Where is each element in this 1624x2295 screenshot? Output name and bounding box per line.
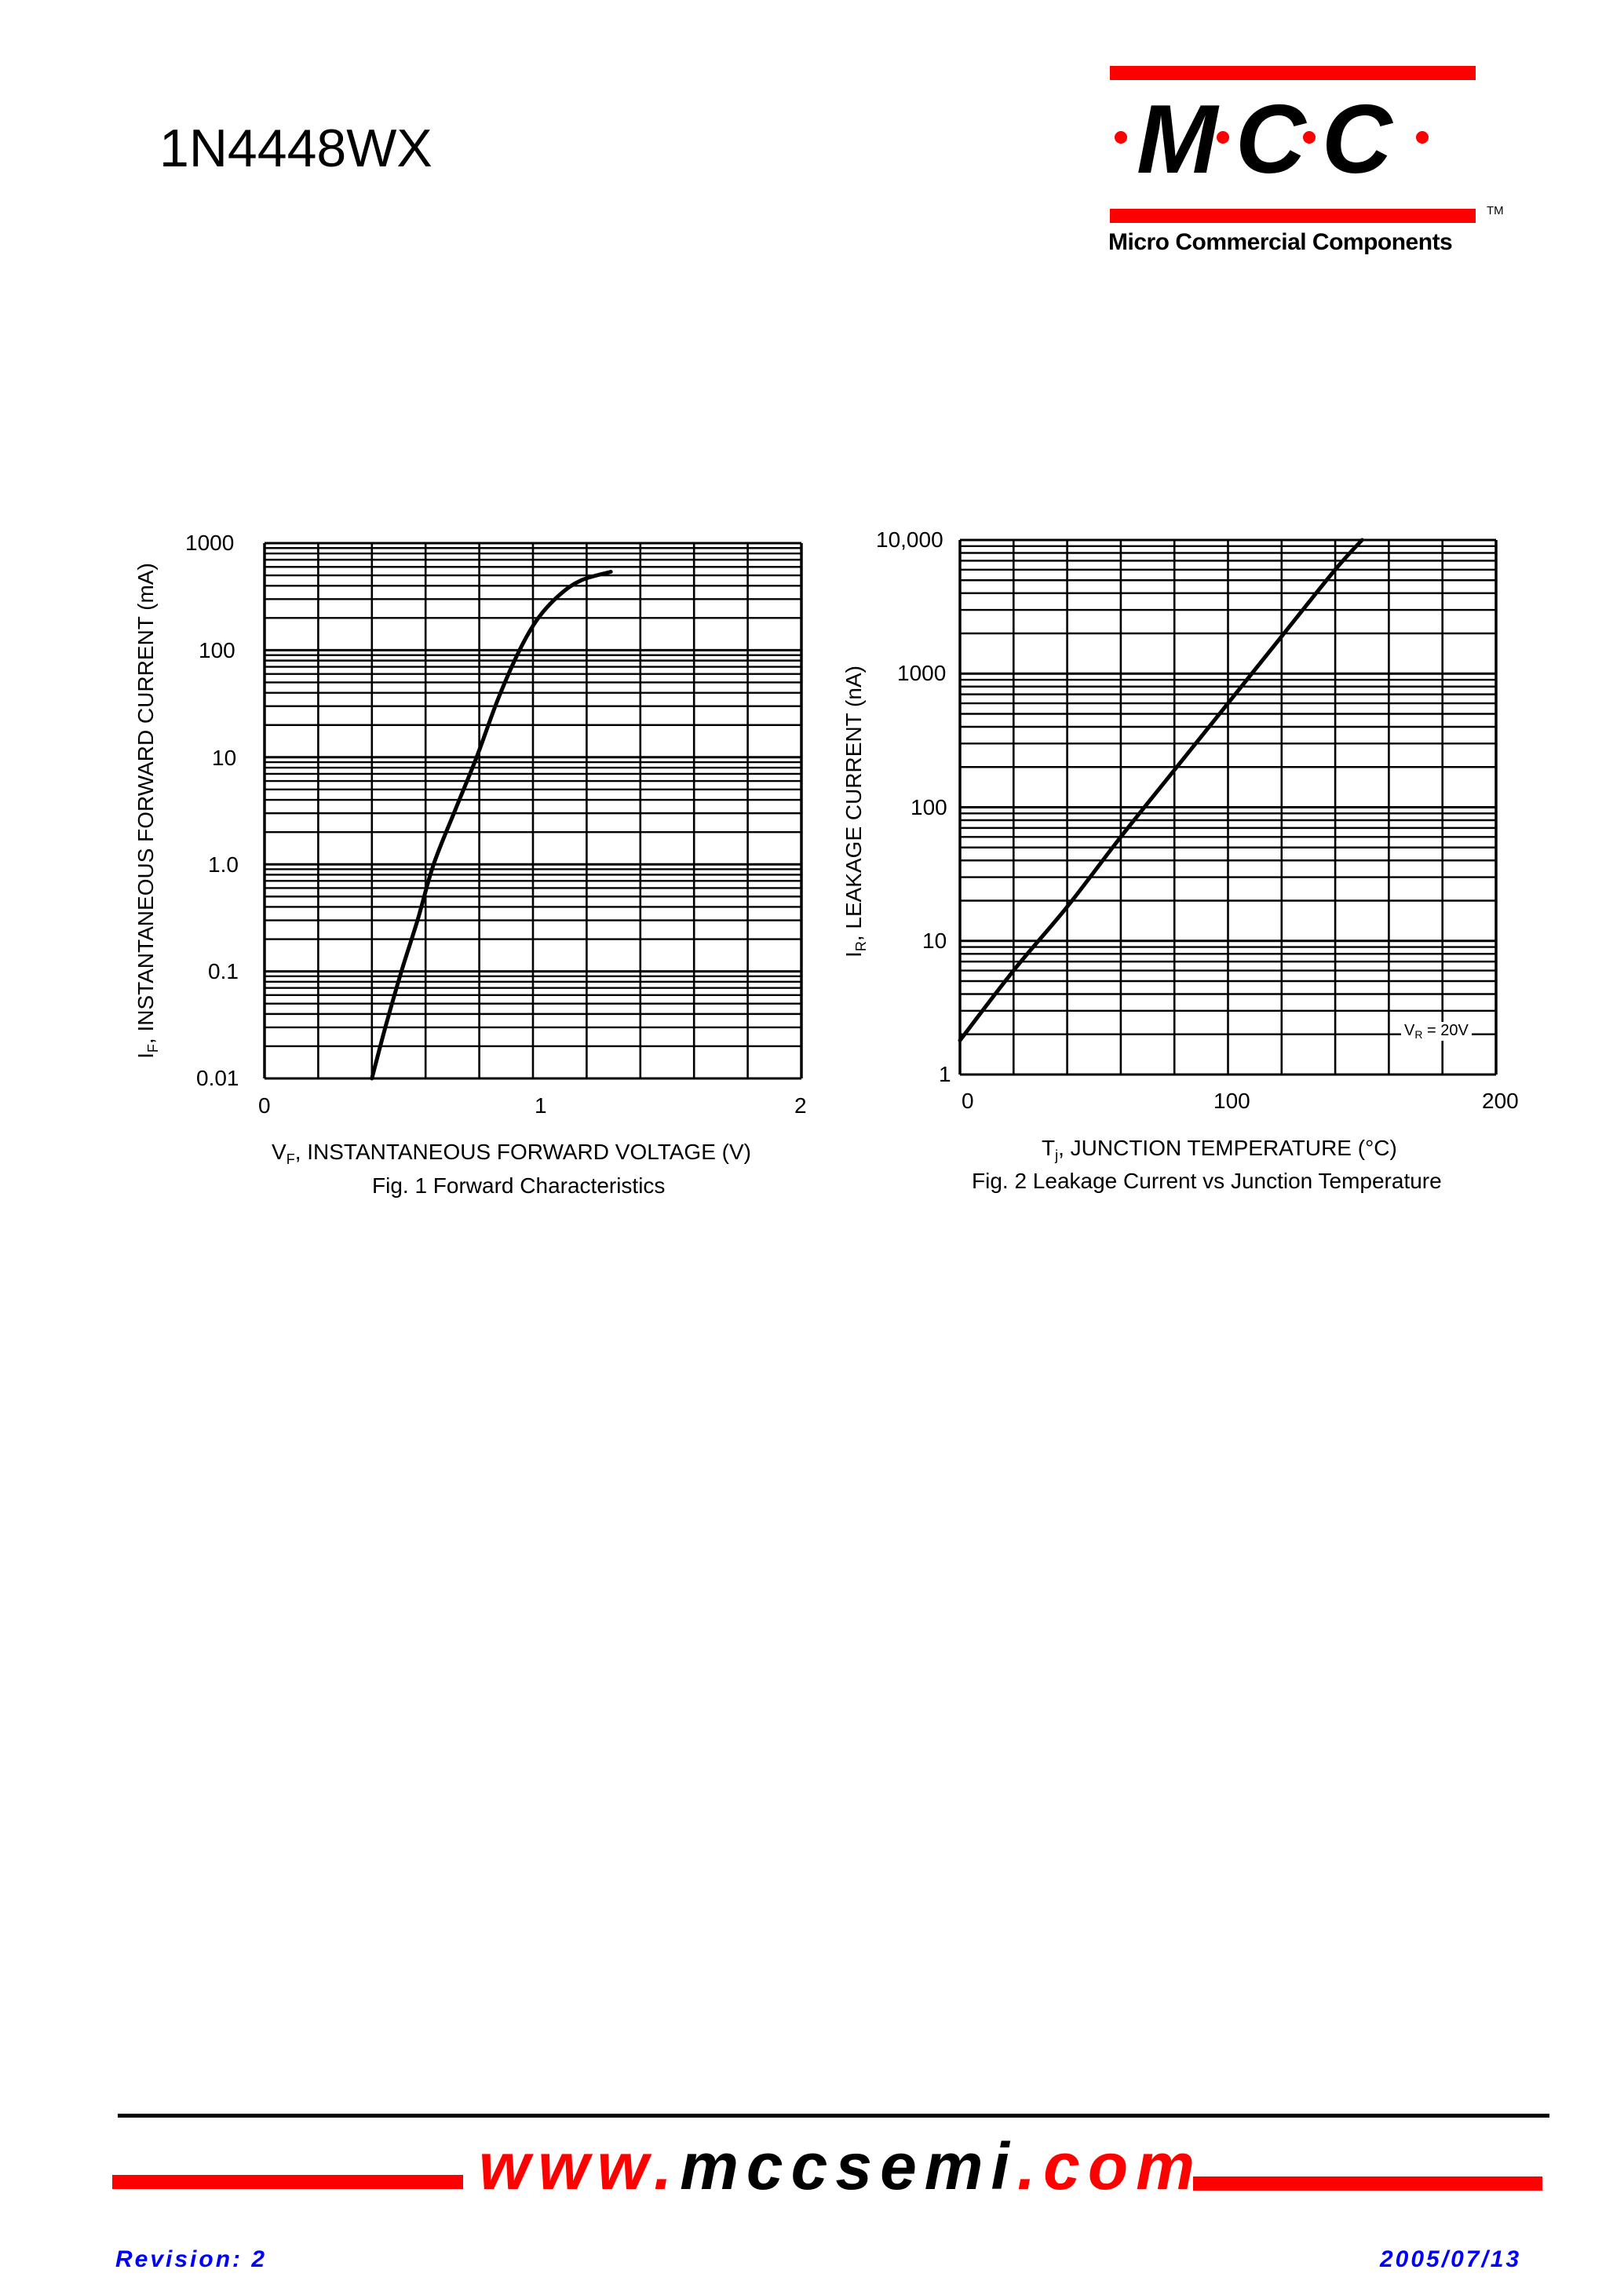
revision-label: Revision: 2 — [115, 2246, 268, 2272]
fig2-ytick: 1 — [939, 1062, 951, 1086]
revision-date: 2005/07/13 — [1380, 2246, 1522, 2272]
logo-bottom-bar — [1110, 209, 1476, 223]
fig1-ytick: 0.01 — [196, 1066, 239, 1090]
website-url[interactable]: www.mccsemi.com — [479, 2129, 1202, 2203]
fig2-ytick: 1000 — [897, 661, 947, 685]
company-name: Micro Commercial Components — [1108, 229, 1453, 255]
fig1-ytick: 1.0 — [208, 852, 239, 877]
trademark-mark: TM — [1487, 204, 1504, 217]
fig1-ytick: 100 — [199, 638, 235, 662]
mcc-logo: M C C TM Micro Commercial Components — [1105, 63, 1504, 267]
logo-wordmark: M C C — [1115, 100, 1429, 194]
fig1-x-axis-label: VF, INSTANTANEOUS FORWARD VOLTAGE (V) — [272, 1140, 751, 1167]
fig2-caption: Fig. 2 Leakage Current vs Junction Tempe… — [972, 1169, 1442, 1193]
fig2-xtick: 200 — [1482, 1089, 1519, 1113]
footer-red-bar-right — [1193, 2176, 1542, 2191]
fig1-xtick: 2 — [794, 1093, 807, 1118]
logo-dot-icon — [1416, 131, 1429, 144]
data-series-curve — [370, 570, 613, 1081]
logo-dot-icon — [1303, 131, 1316, 144]
fig1-xtick: 1 — [535, 1093, 547, 1118]
data-series-curve — [958, 538, 1364, 1043]
fig1-xtick: 0 — [258, 1093, 271, 1118]
fig1-caption: Fig. 1 Forward Characteristics — [372, 1173, 666, 1198]
footer-red-bar-left — [112, 2175, 463, 2189]
fig2-ytick: 10 — [922, 929, 947, 953]
logo-top-bar — [1110, 66, 1476, 80]
logo-dot-icon — [1217, 131, 1229, 144]
fig2-annotation: VR = 20V — [1401, 1022, 1472, 1041]
part-number-title: 1N4448WX — [159, 119, 432, 178]
logo-letter-m: M — [1137, 100, 1220, 194]
logo-letter-c2: C — [1322, 100, 1393, 194]
fig2-ytick: 10,000 — [876, 527, 943, 552]
fig1-ytick: 0.1 — [208, 959, 239, 983]
fig2-xtick: 100 — [1213, 1089, 1250, 1113]
fig1-ytick: 10 — [212, 746, 237, 770]
logo-dot-icon — [1115, 131, 1127, 144]
fig2-xtick: 0 — [962, 1089, 974, 1113]
fig1-ytick: 1000 — [185, 531, 235, 555]
fig2-x-axis-label: Tj, JUNCTION TEMPERATURE (°C) — [1042, 1136, 1397, 1163]
fig2-ytick: 100 — [911, 795, 947, 819]
logo-letter-c1: C — [1235, 100, 1307, 194]
footer-rule — [118, 2114, 1549, 2118]
